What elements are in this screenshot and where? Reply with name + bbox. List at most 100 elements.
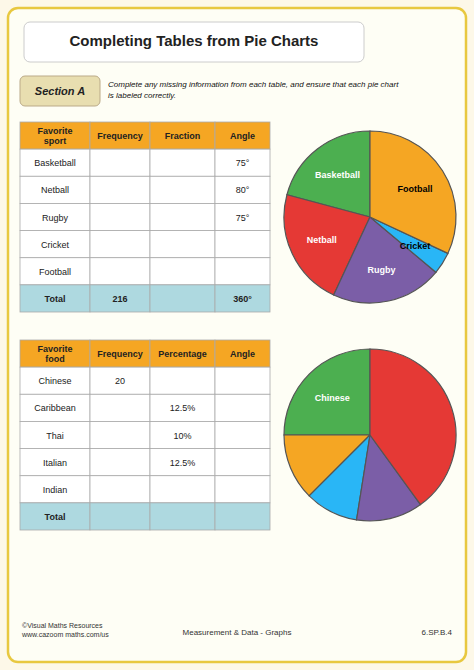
table-text: Rugby — [42, 213, 69, 223]
title: Completing Tables from Pie Charts — [70, 32, 319, 49]
table-cell — [215, 421, 270, 448]
table-header-text-line: Angle — [230, 131, 255, 141]
table-cell — [215, 258, 270, 285]
table-cell — [150, 449, 215, 476]
slice-label: Netball — [307, 235, 337, 245]
table-header-text: Percentage — [158, 349, 207, 359]
table-header-text-line: Frequency — [97, 131, 143, 141]
pie: Basketball Netball Rugby Cricket Football — [284, 131, 456, 303]
table-text: Italian — [43, 458, 67, 468]
table-total-cell — [20, 285, 90, 312]
table-cell — [90, 394, 150, 421]
table-cell — [150, 176, 215, 203]
table-cell — [150, 421, 215, 448]
table-text: 12.5% — [170, 458, 196, 468]
table-text: 80° — [236, 185, 250, 195]
table-header-cell — [90, 340, 150, 367]
table-text-line: Chinese — [38, 376, 71, 386]
section-text-line: Complete any missing information from ea… — [108, 80, 399, 89]
footer-left-line: ©Visual Maths Resources — [22, 622, 103, 629]
table-text: Indian — [43, 485, 68, 495]
table-cell — [20, 258, 90, 285]
table-text: 20 — [115, 376, 125, 386]
table-header-cell — [150, 340, 215, 367]
table-text: Chinese — [38, 376, 71, 386]
table-cell — [215, 176, 270, 203]
table-cell — [20, 421, 90, 448]
table-cell — [20, 176, 90, 203]
table-cell — [90, 367, 150, 394]
table-cell — [150, 149, 215, 176]
table-text-line: Indian — [43, 485, 68, 495]
table-cell — [215, 149, 270, 176]
slice-label-line: Netball — [307, 235, 337, 245]
table-cell — [150, 258, 215, 285]
table-cell — [150, 394, 215, 421]
table-text: Netball — [41, 185, 69, 195]
table-text-line: 12.5% — [170, 403, 196, 413]
table-text-line: 80° — [236, 185, 250, 195]
table-header-text-line: Percentage — [158, 349, 207, 359]
pie-slice — [370, 349, 456, 505]
table-header-cell — [215, 340, 270, 367]
table-cell — [90, 176, 150, 203]
table-cell — [150, 367, 215, 394]
table-cell — [90, 149, 150, 176]
footer-center: Measurement & Data - Graphs — [183, 628, 292, 637]
slice-label-line: Cricket — [400, 241, 431, 251]
table: Favoritesport Frequency Fraction Angle Baske… — [20, 122, 270, 312]
table-cell — [215, 231, 270, 258]
table-cell — [90, 421, 150, 448]
table-text: 75° — [236, 158, 250, 168]
slice-label: Cricket — [400, 241, 431, 251]
section-label-box — [20, 76, 100, 106]
footer-left: ©Visual Maths Resources www.cazoom maths.… — [21, 622, 109, 638]
page-background — [0, 0, 474, 670]
table-text-line: 20 — [115, 376, 125, 386]
table-total-text-line: 216 — [112, 294, 127, 304]
pie: Chinese — [284, 349, 456, 521]
slice-label-line: Football — [397, 184, 432, 194]
table-cell — [90, 203, 150, 230]
table-header-cell — [215, 122, 270, 149]
table-total-cell — [90, 503, 150, 530]
table-header-text: Favoritefood — [37, 344, 72, 364]
table-total-cell — [150, 285, 215, 312]
table-text: 10% — [173, 431, 191, 441]
footer-right: 6.SP.B.4 — [421, 628, 452, 637]
table-text-line: Thai — [46, 431, 64, 441]
slice-label-line: Rugby — [368, 265, 396, 275]
table-text: 12.5% — [170, 403, 196, 413]
table-header-text-line: sport — [44, 136, 67, 146]
table-text: 75° — [236, 213, 250, 223]
table-text: Caribbean — [34, 403, 76, 413]
table-cell — [20, 149, 90, 176]
table-cell — [20, 449, 90, 476]
table-header-text: Frequency — [97, 349, 143, 359]
page: Completing Tables from Pie ChartsSection… — [0, 0, 474, 670]
slice-label-line: Basketball — [315, 170, 360, 180]
table-cell — [215, 449, 270, 476]
table-text-line: Cricket — [41, 240, 70, 250]
slice-label-line: Chinese — [315, 393, 350, 403]
table-header-text: Fraction — [165, 131, 201, 141]
table: Favoritefood Frequency Percentage Angle Chin… — [20, 340, 270, 530]
footer-center-line: Measurement & Data - Graphs — [183, 628, 292, 637]
table-header-text: Angle — [230, 349, 255, 359]
table-text-line: Netball — [41, 185, 69, 195]
table-total-text: Total — [45, 294, 66, 304]
table-total-cell — [215, 285, 270, 312]
table-text-line: 10% — [173, 431, 191, 441]
section-text-line: is labeled correctly. — [108, 91, 176, 100]
table-header-cell — [20, 340, 90, 367]
table-text: Thai — [46, 431, 64, 441]
table-text-line: Italian — [43, 458, 67, 468]
table-text: Basketball — [34, 158, 76, 168]
footer-left-line: www.cazoom maths.com/us — [21, 631, 109, 638]
table-header-text: Favoritesport — [37, 126, 72, 146]
table-total-text-line: Total — [45, 294, 66, 304]
table-cell — [20, 394, 90, 421]
table-cell — [215, 367, 270, 394]
table-total-cell — [215, 503, 270, 530]
table-cell — [150, 203, 215, 230]
